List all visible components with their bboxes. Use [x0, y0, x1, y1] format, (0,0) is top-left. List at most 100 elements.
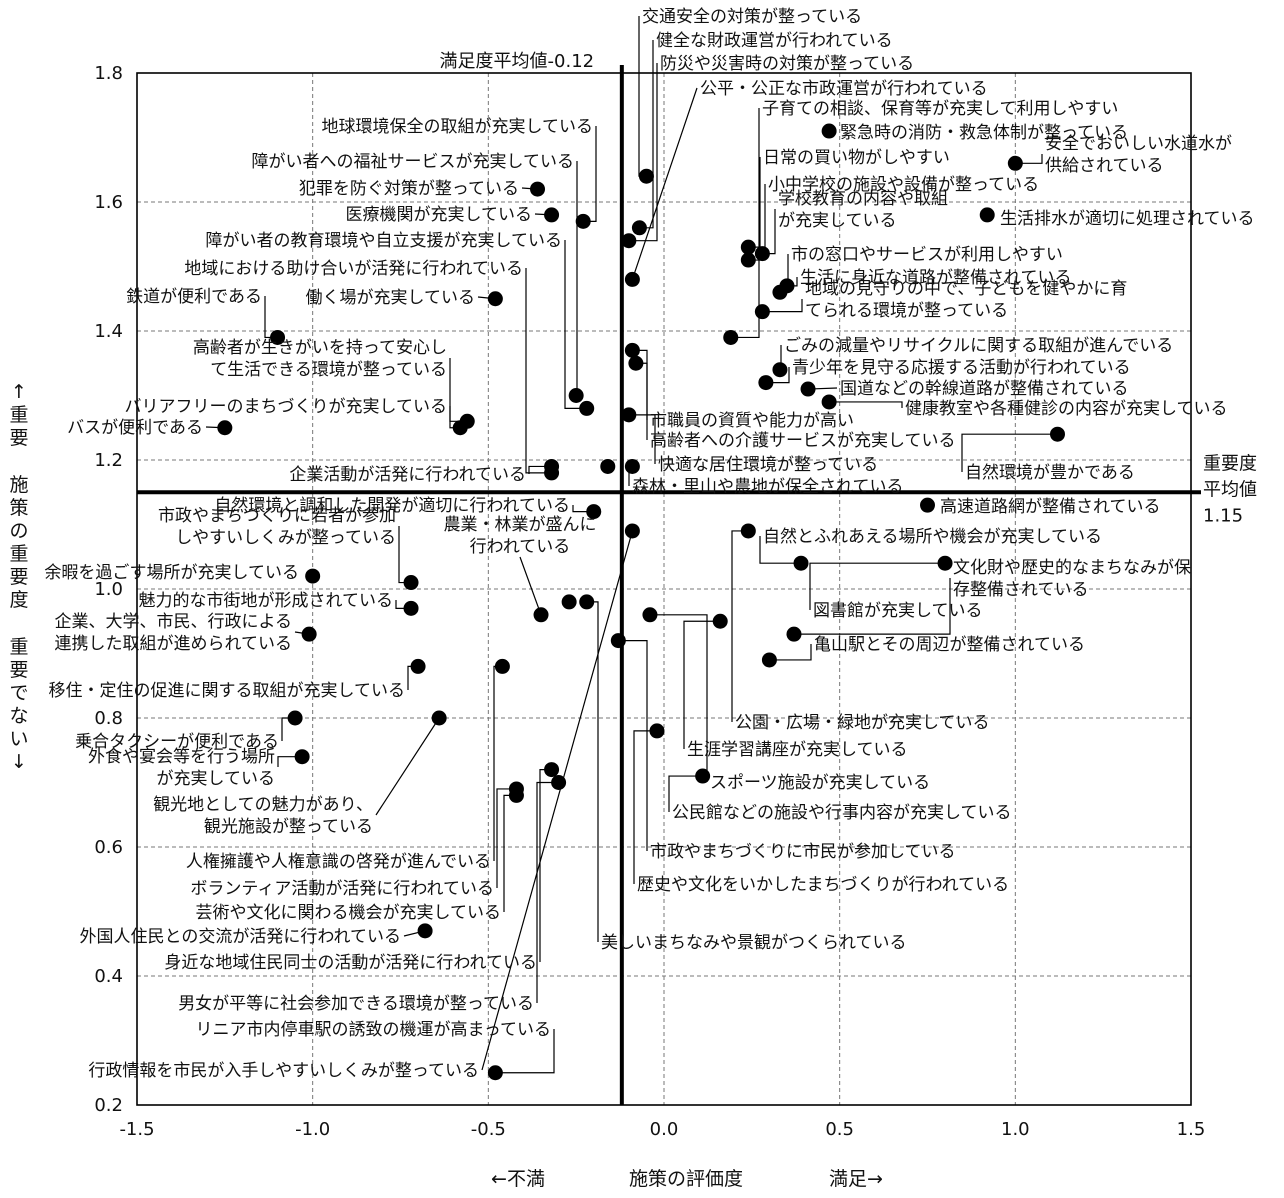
point-label: スポーツ施設が充実している	[710, 773, 930, 793]
data-point	[487, 291, 503, 307]
leader-line	[493, 665, 503, 861]
data-point	[487, 1065, 503, 1081]
leader-line	[519, 556, 542, 616]
leader-line	[633, 730, 657, 884]
y-axis-label-char: い	[9, 728, 28, 750]
data-point	[579, 400, 595, 416]
point-label: 犯罪を防ぐ対策が整っている	[299, 179, 519, 199]
leader-line	[759, 536, 802, 564]
point-label: 高齢者が生きがいを持って安心し	[193, 338, 447, 358]
point-label: 市職員の資質や能力が高い	[650, 411, 854, 431]
leader-line	[638, 16, 647, 177]
data-point	[631, 220, 647, 236]
data-point	[638, 168, 654, 184]
point-label: 健全な財政運営が行われている	[656, 31, 893, 51]
y-tick-label: 1.2	[94, 450, 123, 471]
point-label: 市政やまちづくりに若者が参加	[158, 506, 396, 526]
data-point	[786, 626, 802, 642]
data-points	[217, 123, 1065, 1081]
data-point	[403, 575, 419, 591]
data-point	[937, 555, 953, 571]
data-point	[217, 420, 233, 436]
x-axis-label: 施策の評価度	[629, 1168, 743, 1190]
x-tick-label: 1.0	[1001, 1119, 1030, 1140]
point-label: 企業、大学、市民、行政による	[55, 612, 293, 632]
x-tick-label: -1.5	[119, 1119, 154, 1140]
point-label: 生活排水が適切に処理されている	[1000, 209, 1255, 229]
y-axis-label-char: 重	[9, 636, 28, 658]
data-point	[575, 213, 591, 229]
point-label: 公民館などの施設や行事内容が充実している	[672, 803, 1012, 823]
leader-line	[631, 87, 698, 280]
leader-line	[765, 367, 790, 384]
point-label: バスが便利である	[67, 418, 203, 438]
y-axis-label-char: 要	[9, 427, 28, 449]
y-tick-label: 1.8	[94, 63, 123, 84]
data-point	[568, 388, 584, 403]
point-label: が充実している	[778, 211, 897, 231]
y-axis-label-char: 重	[9, 543, 28, 565]
point-label: 外国人住民との交流が活発に行われている	[80, 927, 401, 947]
x-axis-label-dissatisfied: ←不満	[491, 1168, 545, 1190]
y-axis-label-char: 重	[9, 404, 28, 426]
point-label: 障がい者への福祉サービスが充実している	[252, 152, 575, 172]
y-axis-label-char: 要	[9, 566, 28, 588]
data-point	[624, 523, 640, 539]
leader-line	[398, 526, 412, 584]
leader-line	[495, 1029, 555, 1074]
y-tick-label: 0.4	[94, 966, 123, 987]
point-label: 高齢者への介護サービスが充実している	[650, 431, 956, 451]
leader-line	[375, 717, 440, 816]
leader-line	[731, 530, 749, 722]
data-point	[579, 594, 595, 610]
plot-frame	[136, 72, 1192, 1106]
data-point	[979, 207, 995, 223]
point-label: 障がい者の教育環境や自立支援が充実している	[206, 231, 563, 251]
point-label: 高速道路網が整備されている	[940, 497, 1161, 517]
point-label: ごみの減量やリサイクルに関する取組が進んでいる	[784, 336, 1173, 356]
x-mean-label: 満足度平均値-0.12	[440, 51, 595, 72]
data-point	[793, 555, 809, 571]
data-point	[761, 652, 777, 668]
data-point	[621, 407, 637, 423]
y-axis-label-char: 施	[9, 474, 28, 496]
point-label: 歴史や文化をいかしたまちづくりが行われている	[637, 875, 1009, 895]
data-point	[779, 278, 795, 294]
leader-line	[503, 794, 517, 912]
leader-line	[769, 644, 812, 661]
data-point	[294, 749, 310, 765]
data-point	[561, 594, 577, 610]
point-label: 鉄道が便利である	[126, 287, 262, 307]
data-point	[649, 723, 665, 739]
leader-line	[668, 775, 703, 812]
point-label: 緊急時の消防・救急体制が整っている	[840, 123, 1128, 143]
leader-line	[762, 299, 803, 313]
point-label: 自然とふれあえる場所や機会が充実している	[763, 527, 1102, 547]
data-point	[624, 458, 640, 474]
data-point	[431, 710, 447, 726]
leader-line	[628, 63, 658, 242]
leader-line	[829, 401, 903, 408]
point-label: 乗合タクシーが便利である	[75, 732, 279, 752]
y-axis-label-char: 要	[9, 659, 28, 681]
data-point	[544, 762, 560, 778]
point-label: 人権擁護や人権意識の啓発が進んでいる	[186, 852, 491, 872]
data-point	[600, 458, 616, 474]
leader-line	[576, 161, 578, 397]
leader-line	[649, 614, 708, 782]
leader-line	[481, 530, 633, 1071]
point-label: 交通安全の対策が整っている	[642, 7, 862, 27]
point-label: てられる環境が整っている	[805, 301, 1008, 321]
leader-line	[730, 108, 760, 339]
data-point	[740, 252, 756, 268]
leader-line	[1015, 154, 1043, 164]
tick-labels: -1.5 -1.0 -0.5 0.0 0.5 1.0 1.5 0.2 0.4 0.6 0.8 1.0 1…	[94, 63, 1205, 1140]
data-point	[494, 658, 510, 674]
data-point	[642, 607, 658, 623]
point-label: 公園・広場・緑地が充実している	[735, 713, 990, 733]
y-axis-label-char: 度	[9, 589, 28, 611]
point-label: リニア市内停車駅の誘致の機運が高まっている	[196, 1020, 551, 1040]
leader-line	[809, 562, 946, 610]
y-axis-label-char: で	[9, 682, 28, 704]
